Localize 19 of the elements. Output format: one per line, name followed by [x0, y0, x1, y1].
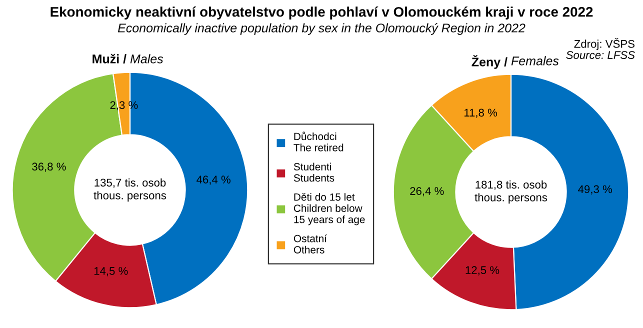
data-label: 12,5 % [466, 266, 500, 276]
data-label: 26,4 % [410, 187, 444, 196]
chart-title: Ženy / Females [472, 55, 559, 69]
data-label: 49,3 % [578, 185, 612, 194]
legend-label: Studenti Students [294, 162, 334, 182]
text: Zdroj: VŠPS [574, 38, 634, 50]
data-label: 36,8 % [32, 162, 66, 172]
legend-label: Důchodci The retired [294, 132, 344, 152]
text: 135,7 tis. osob thous. persons [94, 178, 166, 202]
source-note: Source: LFSS [566, 51, 635, 59]
data-label: 14,5 % [94, 267, 128, 276]
data-label: 46,4 % [196, 176, 230, 185]
chart-title: Muži / Males [92, 54, 164, 64]
data-label: 11,8 % [464, 108, 498, 118]
text: Economically inactive population by sex in the Olomoucký Region in 2022 [118, 23, 526, 35]
legend-label: Děti do 15 let Children below 15 years of age [294, 193, 365, 226]
legend-label: Ostatní Others [294, 234, 327, 254]
text: 181,8 tis. osob thous. persons [474, 180, 548, 204]
text: Ekonomicky neaktivní obyvatelstvo podle pohlaví v Olomouckém kraji v roce 2022 [50, 6, 593, 20]
